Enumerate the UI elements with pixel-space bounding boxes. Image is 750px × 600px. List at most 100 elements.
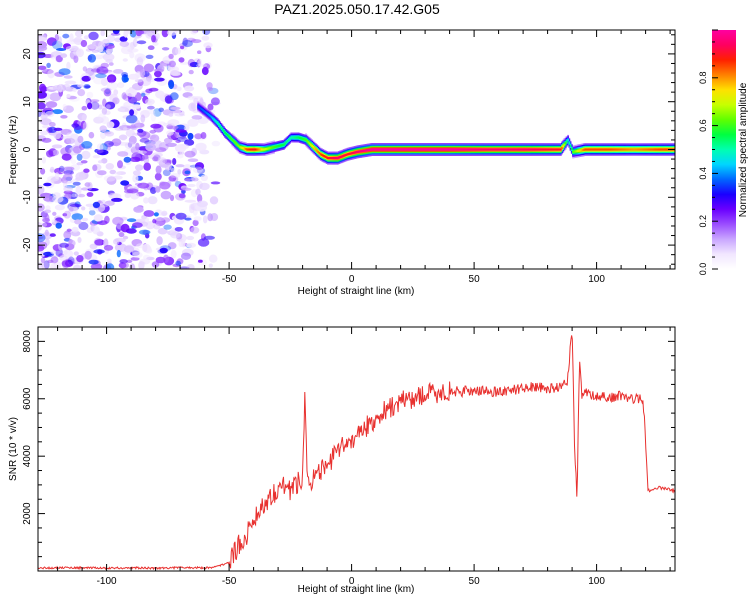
noise-blob xyxy=(88,31,99,41)
noise-blob xyxy=(180,252,192,260)
ridge-cell xyxy=(257,148,260,151)
noise-blob xyxy=(132,38,138,47)
noise-blob xyxy=(43,195,54,202)
noise-blob xyxy=(136,57,144,66)
ridge-cell xyxy=(469,148,471,151)
ridge-cell xyxy=(627,148,629,151)
ridge-cell xyxy=(654,148,656,151)
ridge-cell xyxy=(378,148,381,151)
ridge-cell xyxy=(341,155,344,158)
noise-blob xyxy=(119,41,130,47)
ridge-cell xyxy=(423,148,426,151)
ridge-cell xyxy=(274,145,277,148)
noise-blob xyxy=(72,146,82,154)
noise-blob xyxy=(167,119,180,126)
noise-blob xyxy=(81,217,89,222)
ridge-cell xyxy=(513,148,516,151)
noise-blob xyxy=(190,176,198,182)
ridge-cell xyxy=(622,148,625,151)
ridge-cell xyxy=(392,148,394,151)
noise-blob xyxy=(194,133,203,140)
noise-blob xyxy=(116,249,121,258)
ridge-cell xyxy=(436,148,438,151)
ridge-cell xyxy=(393,148,396,151)
noise-blob xyxy=(176,136,188,142)
ridge-cell xyxy=(360,150,362,153)
ridge-cell xyxy=(313,147,316,150)
ridge-cell xyxy=(358,150,361,153)
ridge-cell xyxy=(483,148,486,151)
ridge-cell xyxy=(618,148,621,151)
ridge-cell xyxy=(335,157,338,160)
y-tick-label: 8000 xyxy=(22,330,33,353)
noise-blob xyxy=(190,30,198,35)
ridge-cell xyxy=(383,148,386,151)
noise-blob xyxy=(103,244,114,251)
ridge-cell xyxy=(242,147,245,150)
noise-blob xyxy=(145,31,154,39)
ridge-cell xyxy=(256,148,258,151)
noise-blob xyxy=(66,228,72,232)
ridge-cell xyxy=(258,148,261,151)
ridge-cell xyxy=(448,148,451,151)
ridge-cell xyxy=(632,148,634,151)
noise-blob xyxy=(87,54,96,63)
ridge-cell xyxy=(198,106,201,109)
ridge-cell xyxy=(422,148,425,151)
noise-blob xyxy=(83,35,89,40)
noise-blob xyxy=(123,74,129,83)
noise-blob xyxy=(84,250,92,260)
noise-blob xyxy=(77,135,84,144)
ridge-cell xyxy=(355,151,358,154)
noise-blob xyxy=(38,203,45,212)
noise-blob xyxy=(105,163,115,170)
noise-blob xyxy=(141,154,149,160)
ridge-cell xyxy=(295,136,298,139)
noise-blob xyxy=(96,66,109,75)
ridge-cell xyxy=(245,148,247,151)
ridge-cell xyxy=(588,148,590,151)
ridge-cell xyxy=(240,146,242,149)
ridge-cell xyxy=(501,148,503,151)
ridge-cell xyxy=(542,148,545,151)
noise-blob xyxy=(91,49,100,53)
noise-blob xyxy=(190,226,200,234)
noise-blob xyxy=(52,85,62,91)
ridge-cell xyxy=(377,148,380,151)
ridge-cell xyxy=(208,114,211,117)
noise-blob xyxy=(133,206,143,211)
noise-blob xyxy=(88,209,96,216)
ridge-cell xyxy=(591,148,594,151)
x-tick-label: -100 xyxy=(97,576,117,587)
noise-blob xyxy=(166,30,178,36)
ridge-cell xyxy=(577,149,579,152)
ridge-cell xyxy=(581,148,584,152)
ridge-cell xyxy=(520,148,523,151)
noise-blob xyxy=(119,124,131,131)
ridge-cell xyxy=(580,149,583,152)
noise-blob xyxy=(203,235,215,240)
ridge-cell xyxy=(599,148,601,151)
noise-blob xyxy=(80,120,87,130)
noise-blob xyxy=(178,240,184,248)
ridge-cell xyxy=(420,148,422,151)
noise-blob xyxy=(145,54,154,60)
ridge-cell xyxy=(430,148,432,151)
noise-blob xyxy=(154,217,166,227)
ridge-cell xyxy=(466,148,469,151)
ridge-cell xyxy=(626,148,628,151)
ridge-cell xyxy=(427,148,430,151)
ridge-cell xyxy=(493,148,496,151)
noise-blob xyxy=(127,73,140,80)
ridge-cell xyxy=(491,148,494,151)
ridge-cell xyxy=(289,137,291,140)
ridge-cell xyxy=(290,136,293,139)
noise-blob xyxy=(188,102,198,112)
noise-blob xyxy=(170,231,181,239)
noise-blob xyxy=(123,156,131,163)
noise-blob xyxy=(190,103,196,110)
noise-blob xyxy=(81,187,90,191)
noise-blob xyxy=(74,192,82,198)
ridge-cell xyxy=(330,157,333,160)
